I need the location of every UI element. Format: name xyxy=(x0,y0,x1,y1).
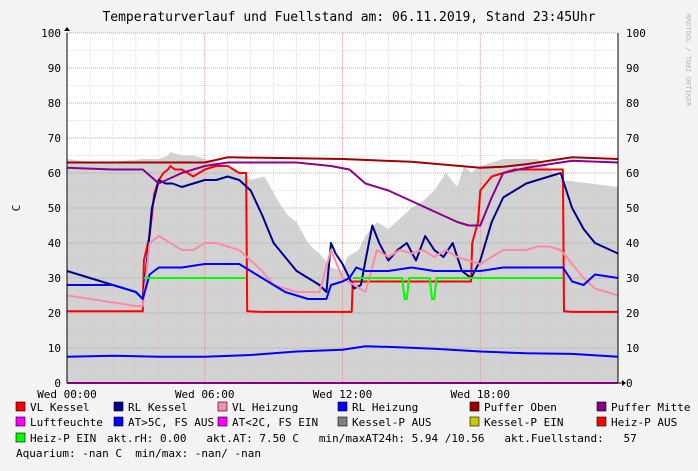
series-puffer-oben xyxy=(67,156,619,169)
series-vl-heizung xyxy=(66,235,619,307)
legend-swatch-kessel-p-ein xyxy=(469,416,480,427)
legend-label-kessel-p-ein: Kessel-P EIN xyxy=(484,416,563,429)
y-tick-label-left: 70 xyxy=(48,132,61,145)
y-tick-label-left: 20 xyxy=(48,307,61,320)
stats-line-2: Aquarium: -nan C min/max: -nan/ -nan xyxy=(16,447,261,460)
legend-swatch-at-5c-fs-aus xyxy=(113,416,124,427)
y-tick-label-right: 60 xyxy=(626,167,639,180)
y-tick-label-left: 50 xyxy=(48,202,61,215)
legend-label-heiz-p-ein: Heiz-P EIN xyxy=(30,432,96,445)
y-axis-label: C xyxy=(10,205,23,212)
y-tick-label-left: 80 xyxy=(48,97,61,110)
legend-label-at-5c-fs-aus: AT>5C, FS AUS xyxy=(128,416,214,429)
legend-swatch-luftfeuchte xyxy=(15,416,26,427)
y-tick-label-left: 90 xyxy=(48,62,61,75)
stats-row-1: Heiz-P EIN akt.rH: 0.00 akt.AT: 7.50 C m… xyxy=(15,432,637,445)
legend-label-vl-kessel: VL Kessel xyxy=(30,401,90,414)
x-tick-label: Wed 06:00 xyxy=(175,388,235,401)
legend-swatch-kessel-p-aus xyxy=(337,416,348,427)
grid xyxy=(66,32,619,384)
y-tick-label-right: 10 xyxy=(626,342,639,355)
series-vl-kessel xyxy=(67,165,618,313)
y-tick-label-right: 100 xyxy=(626,27,646,40)
series-heiz-p-ein xyxy=(143,277,563,300)
legend-label-kessel-p-aus: Kessel-P AUS xyxy=(352,416,431,429)
x-tick-label: Wed 18:00 xyxy=(450,388,510,401)
y-tick-label-left: 0 xyxy=(54,377,61,390)
legend-label-heiz-p-aus: Heiz-P AUS xyxy=(611,416,677,429)
axes: 0 0 10 10 20 20 30 30 40 40 50 50 60 60 70 70 80 80 90 90 10… xyxy=(37,27,646,401)
legend-label-puffer-oben: Puffer Oben xyxy=(484,401,557,414)
chart-title: Temperaturverlauf und Fuellstand am: 06.… xyxy=(102,10,595,25)
legend-label-rl-heizung: RL Heizung xyxy=(352,401,418,414)
y-tick-label-right: 50 xyxy=(626,202,639,215)
x-tick-label: Wed 12:00 xyxy=(313,388,373,401)
watermark: RRDTOOL / TOBI OETIKER xyxy=(684,14,692,108)
legend-swatch-vl-kessel xyxy=(15,401,26,412)
y-tick-label-left: 60 xyxy=(48,167,61,180)
legend-label-luftfeuchte: Luftfeuchte xyxy=(30,416,103,429)
y-tick-label-right: 30 xyxy=(626,272,639,285)
y-axis-arrow xyxy=(64,27,70,31)
y-tick-label-right: 90 xyxy=(626,62,639,75)
legend-label-at-2c-fs-ein: AT<2C, FS EIN xyxy=(232,416,318,429)
legend: VL Kessel RL Kessel VL Heizung RL Heizung Pu… xyxy=(15,401,690,429)
y-tick-label-left: 40 xyxy=(48,237,61,250)
legend-swatch-vl-heizung xyxy=(217,401,228,412)
legend-label-rl-kessel: RL Kessel xyxy=(128,401,188,414)
series-puffer-mitte xyxy=(66,159,619,227)
x-axis-arrow xyxy=(622,380,626,386)
y-tick-label-right: 20 xyxy=(626,307,639,320)
y-tick-label-right: 70 xyxy=(626,132,639,145)
legend-swatch-puffer-oben xyxy=(469,401,480,412)
legend-swatch-at-2c-fs-ein xyxy=(217,416,228,427)
legend-swatch-rl-heizung xyxy=(337,401,348,412)
legend-swatch-rl-kessel xyxy=(113,401,124,412)
stats-line-1: akt.rH: 0.00 akt.AT: 7.50 C min/maxAT24h… xyxy=(107,432,637,445)
y-tick-label-left: 100 xyxy=(41,27,61,40)
legend-swatch-heiz-p-aus xyxy=(596,416,607,427)
y-tick-label-right: 0 xyxy=(626,377,633,390)
legend-swatch-puffer-mitte xyxy=(596,401,607,412)
x-tick-label: Wed 00:00 xyxy=(37,388,97,401)
legend-label-puffer-mitte: Puffer Mitte xyxy=(611,401,690,414)
legend-swatch-heiz-p-ein xyxy=(15,432,26,443)
y-tick-label-left: 10 xyxy=(48,342,61,355)
y-tick-label-right: 80 xyxy=(626,97,639,110)
series-at-5c-fs-aus xyxy=(66,345,619,358)
y-tick-label-left: 30 xyxy=(48,272,61,285)
series-rl-heizung xyxy=(67,263,619,300)
legend-label-vl-heizung: VL Heizung xyxy=(232,401,298,414)
y-tick-label-right: 40 xyxy=(626,237,639,250)
